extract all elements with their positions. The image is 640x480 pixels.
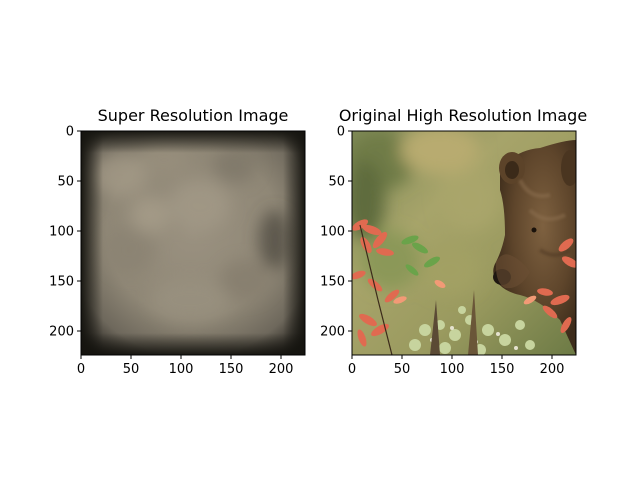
autumn-leaves [352, 219, 576, 355]
subplot-title: Super Resolution Image [98, 106, 289, 125]
x-tick-label: 50 [394, 362, 411, 377]
axis-ticks: 0 50 100 150 200 0 50 100 150 200 [320, 125, 564, 378]
original-image [352, 131, 576, 355]
y-tick-label: 100 [320, 225, 345, 240]
y-tick-label: 0 [66, 125, 74, 140]
y-tick-label: 150 [49, 275, 74, 290]
y-tick-label: 200 [320, 325, 345, 340]
axes-frame [351, 130, 577, 356]
axes-frame [80, 130, 306, 356]
green-plants [401, 235, 535, 355]
subplot-super-resolution: Super Resolution Image 0 50 100 150 200 0 50 10… [49, 106, 306, 378]
x-tick-label: 100 [440, 362, 465, 377]
y-tick-label: 100 [49, 225, 74, 240]
super-resolution-image [81, 131, 305, 355]
y-tick-label: 200 [49, 325, 74, 340]
x-tick-label: 50 [123, 362, 140, 377]
x-tick-label: 0 [348, 362, 356, 377]
axis-ticks: 0 50 100 150 200 0 50 100 150 200 [49, 125, 293, 378]
y-tick-label: 150 [320, 275, 345, 290]
y-tick-label: 50 [328, 175, 345, 190]
x-tick-label: 200 [269, 362, 294, 377]
y-tick-label: 0 [337, 125, 345, 140]
x-tick-label: 200 [540, 362, 565, 377]
y-tick-label: 50 [57, 175, 74, 190]
subplot-title: Original High Resolution Image [339, 106, 587, 125]
x-tick-label: 150 [490, 362, 515, 377]
subplot-original: Original High Resolution Image [320, 106, 587, 377]
x-tick-label: 150 [219, 362, 244, 377]
x-tick-label: 100 [169, 362, 194, 377]
x-tick-label: 0 [77, 362, 85, 377]
